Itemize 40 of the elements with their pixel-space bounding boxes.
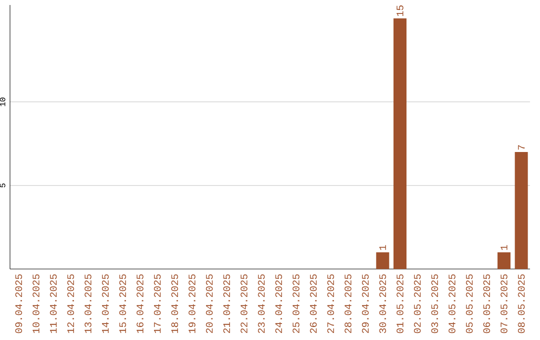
- x-tick-label: 27.04.2025: [327, 274, 334, 334]
- x-tick-label: 29.04.2025: [362, 274, 369, 334]
- bar: [394, 18, 406, 269]
- bar: [514, 152, 528, 269]
- bar: [497, 252, 510, 269]
- x-tick-label: 14.04.2025: [102, 274, 109, 333]
- x-tick-label: 06.05.2025: [483, 274, 490, 334]
- data-label: 1: [379, 245, 386, 250]
- x-tick-label: 24.04.2025: [275, 274, 282, 334]
- x-tick-label: 08.05.2025: [518, 274, 525, 334]
- x-tick-label: 11.04.2025: [50, 274, 57, 333]
- x-tick-label: 01.05.2025: [396, 274, 404, 334]
- data-label: 1: [500, 245, 508, 250]
- x-tick-label: 15.04.2025: [119, 274, 126, 333]
- data-label: 15: [396, 5, 404, 16]
- x-tick-label: 26.04.2025: [310, 274, 317, 334]
- x-tick-label: 05.05.2025: [466, 274, 473, 334]
- x-tick-label: 12.04.2025: [67, 274, 74, 333]
- y-tick-label: 10: [0, 98, 6, 106]
- x-tick-label: 23.04.2025: [258, 274, 265, 334]
- x-tick-label: 18.04.2025: [171, 274, 178, 333]
- x-tick-label: 03.05.2025: [431, 274, 438, 334]
- data-label: 7: [518, 145, 525, 150]
- x-tick-label: 28.04.2025: [344, 274, 352, 334]
- x-tick-label: 22.04.2025: [240, 274, 248, 334]
- x-tick-label: 16.04.2025: [136, 274, 144, 333]
- x-tick-label: 13.04.2025: [84, 274, 92, 333]
- x-tick-label: 19.04.2025: [188, 274, 196, 333]
- x-tick-label: 30.04.2025: [379, 274, 386, 334]
- x-tick-label: 02.05.2025: [414, 274, 421, 334]
- x-tick-label: 20.04.2025: [206, 274, 213, 334]
- x-tick-label: 25.04.2025: [292, 274, 300, 334]
- y-tick-label: 5: [0, 184, 6, 188]
- x-tick-label: 09.04.2025: [15, 274, 22, 334]
- x-tick-label: 10.04.2025: [32, 274, 40, 333]
- bar: [376, 252, 390, 269]
- x-tick-label: 07.05.2025: [500, 274, 508, 334]
- x-tick-label: 17.04.2025: [154, 274, 161, 333]
- x-tick-label: 04.05.2025: [448, 274, 456, 334]
- x-tick-label: 21.04.2025: [223, 274, 230, 334]
